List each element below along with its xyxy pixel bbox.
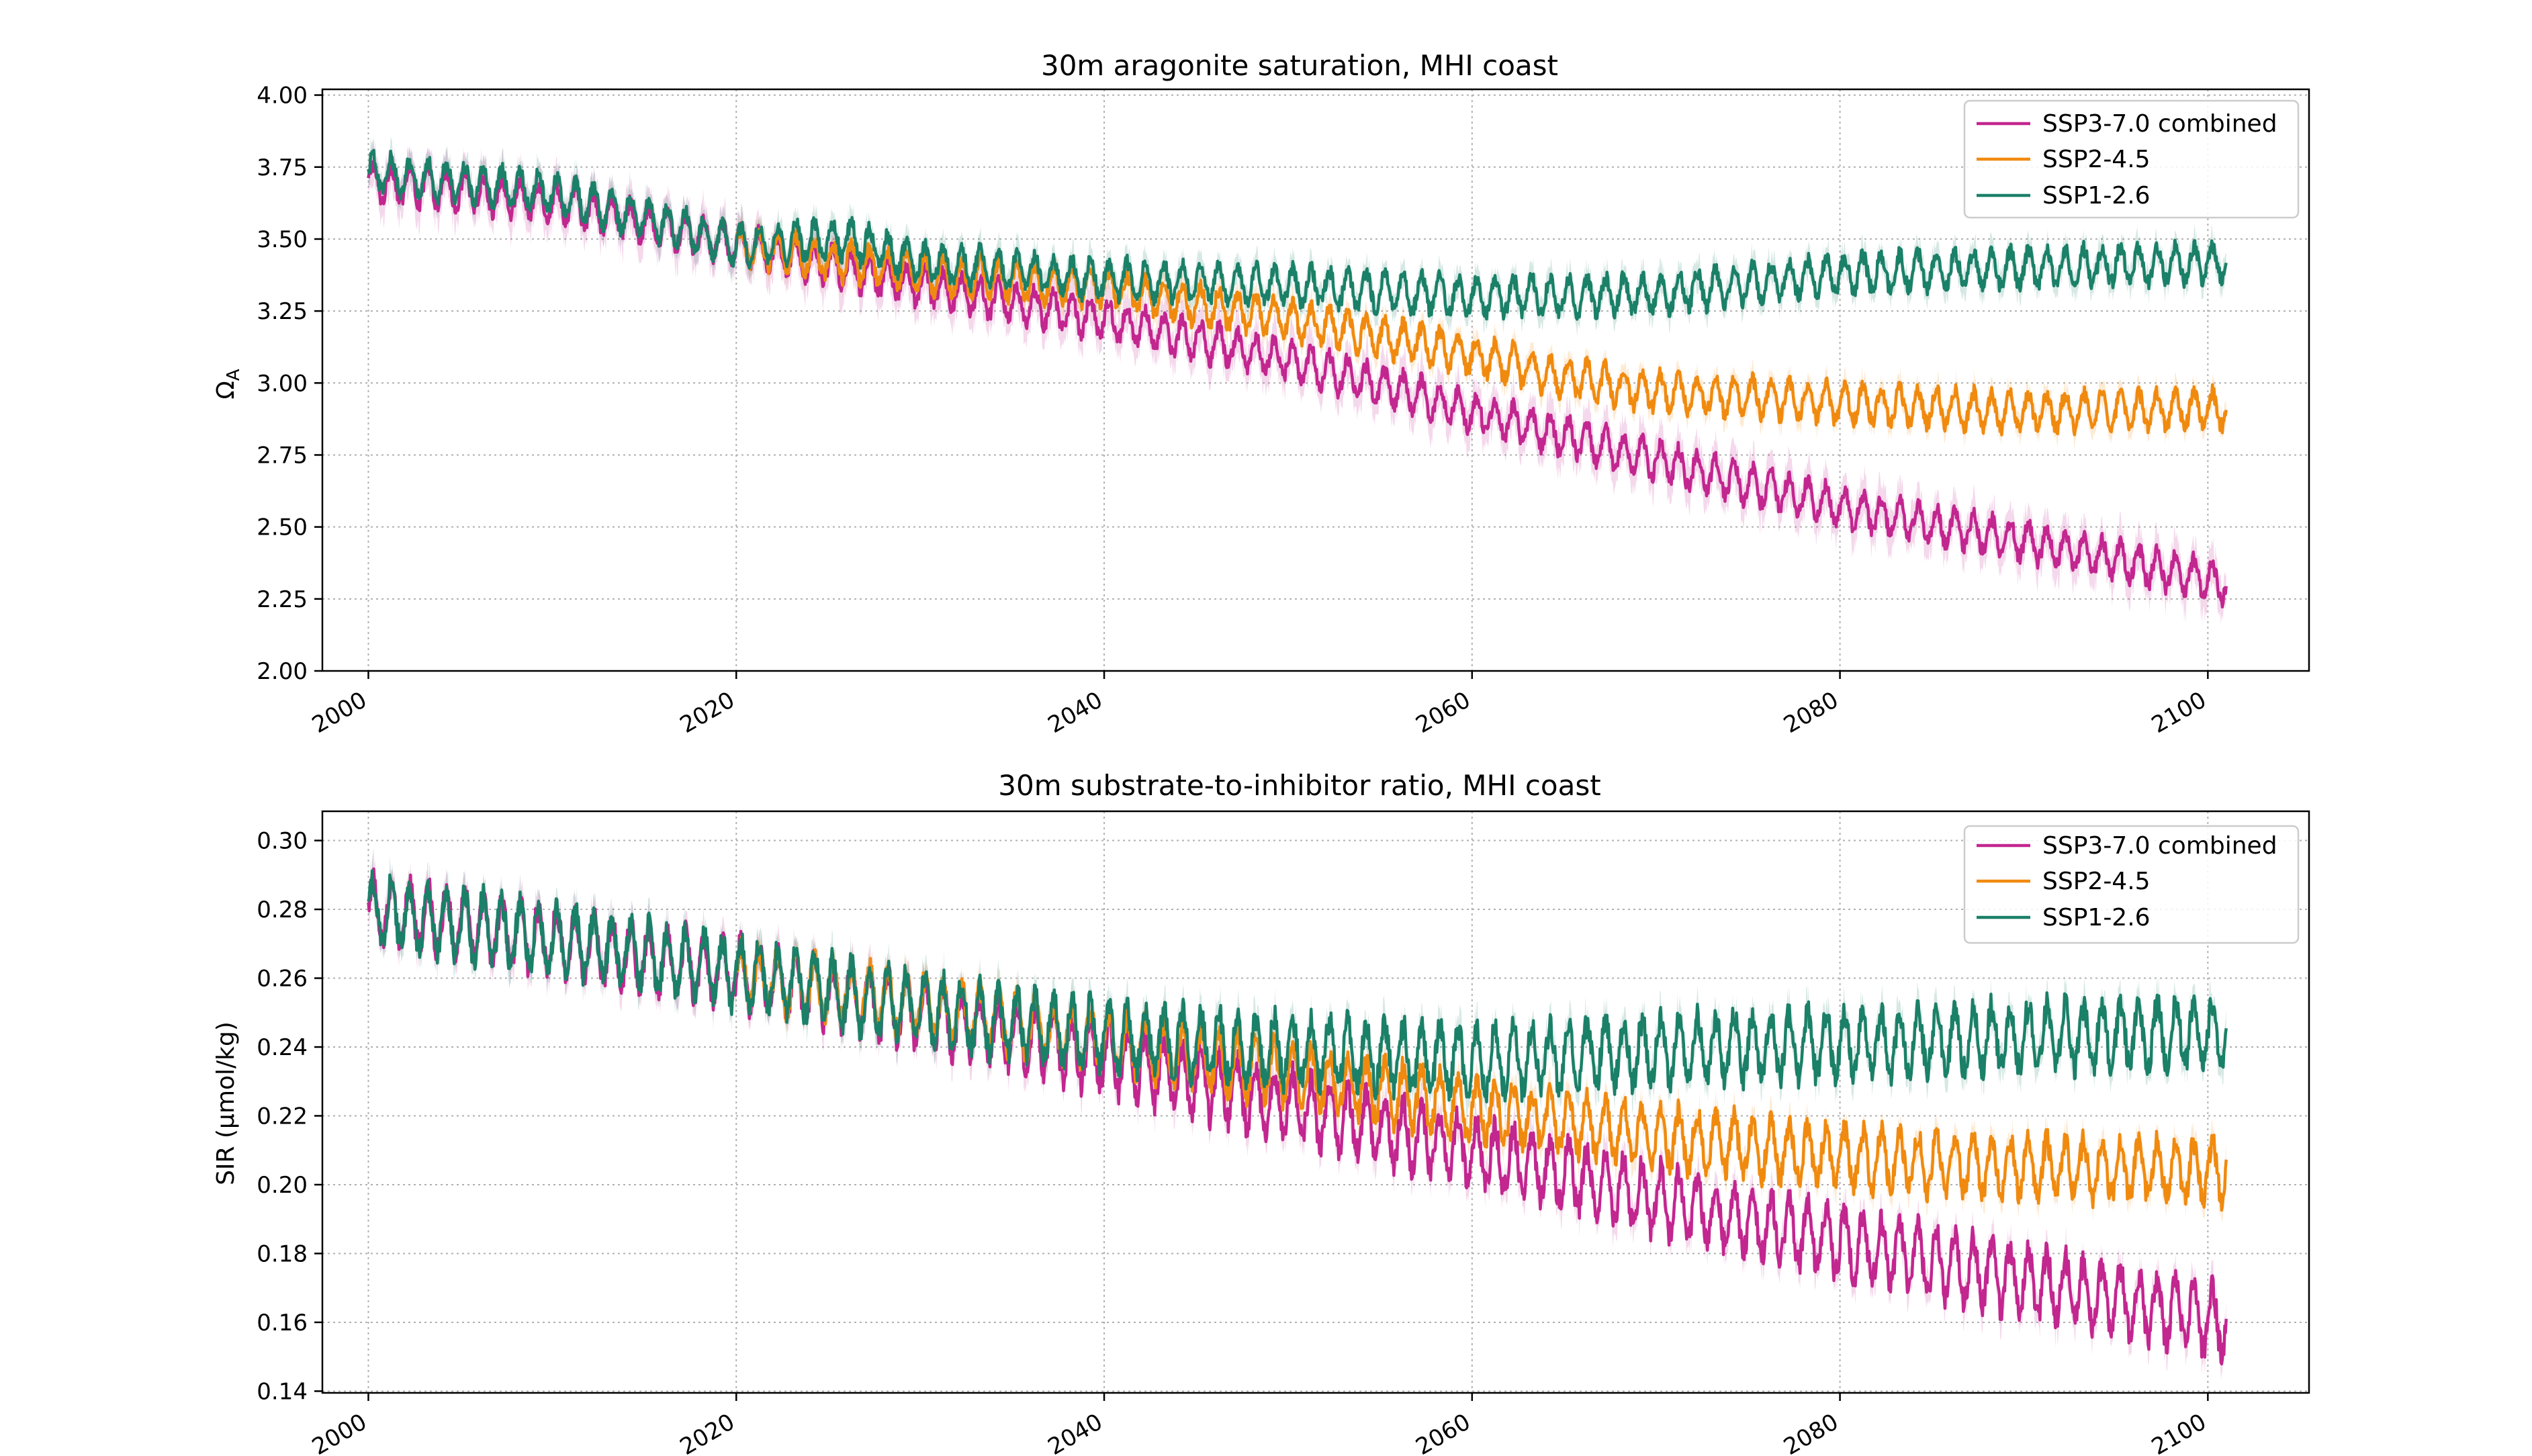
y-tick-label: 0.18 — [257, 1240, 308, 1267]
y-tick-label: 2.00 — [257, 658, 308, 685]
legend-label-ssp245: SSP2-4.5 — [2042, 146, 2151, 173]
series-line-ssp126 — [367, 148, 2228, 321]
y-ticks: 0.14 0.16 0.18 0.20 0.22 0.24 0.26 0.28 0.30 — [257, 828, 322, 1405]
panel-title: 30m aragonite saturation, MHI coast — [1041, 49, 1558, 82]
y-tick-label: 2.75 — [257, 442, 308, 469]
y-tick-label: 3.00 — [257, 370, 308, 397]
y-tick-label: 4.00 — [257, 83, 308, 109]
legend-label-ssp370: SSP3-7.0 combined — [2042, 832, 2277, 860]
legend: SSP3-7.0 combined SSP2-4.5 SSP1-2.6 — [1963, 825, 2300, 944]
panel-title: 30m substrate-to-inhibitor ratio, MHI co… — [998, 769, 1600, 802]
series-line-ssp126 — [367, 869, 2228, 1103]
y-tick-label: 0.28 — [257, 897, 308, 923]
y-tick-label: 0.22 — [257, 1103, 308, 1130]
plot-frame — [321, 810, 2310, 1394]
legend-box — [1963, 825, 2300, 944]
y-tick-label: 3.75 — [257, 154, 308, 181]
legend-label-ssp126: SSP1-2.6 — [2042, 904, 2151, 931]
plot-frame — [321, 88, 2310, 672]
y-tick-label: 2.25 — [257, 586, 308, 613]
y-tick-label: 0.14 — [257, 1378, 308, 1405]
legend-label-ssp370: SSP3-7.0 combined — [2042, 110, 2277, 138]
legend-label-ssp126: SSP1-2.6 — [2042, 182, 2151, 210]
y-tick-label: 0.16 — [257, 1310, 308, 1336]
legend-box — [1963, 99, 2300, 219]
y-axis-label: ΩA — [212, 369, 244, 400]
aragonite-saturation-panel: 30m aragonite saturation, MHI coast 2.00… — [212, 49, 2310, 739]
y-tick-label: 0.24 — [257, 1034, 308, 1061]
y-ticks: 2.00 2.25 2.50 2.75 3.00 3.25 3.50 3.75 4.00 — [257, 83, 322, 685]
substrate-to-inhibitor-ratio-panel: 30m substrate-to-inhibitor ratio, MHI co… — [212, 769, 2310, 1456]
y-tick-label: 0.26 — [257, 966, 308, 993]
y-tick-label: 0.20 — [257, 1172, 308, 1199]
y-tick-label: 2.50 — [257, 514, 308, 541]
series-lines — [367, 867, 2228, 1366]
legend-label-ssp245: SSP2-4.5 — [2042, 868, 2151, 895]
series-lines — [367, 148, 2228, 609]
y-tick-label: 3.50 — [257, 226, 308, 253]
y-axis-label: SIR (μmol/kg) — [212, 1021, 240, 1185]
legend: SSP3-7.0 combined SSP2-4.5 SSP1-2.6 — [1963, 99, 2300, 219]
y-tick-label: 0.30 — [257, 828, 308, 855]
y-tick-label: 3.25 — [257, 298, 308, 325]
